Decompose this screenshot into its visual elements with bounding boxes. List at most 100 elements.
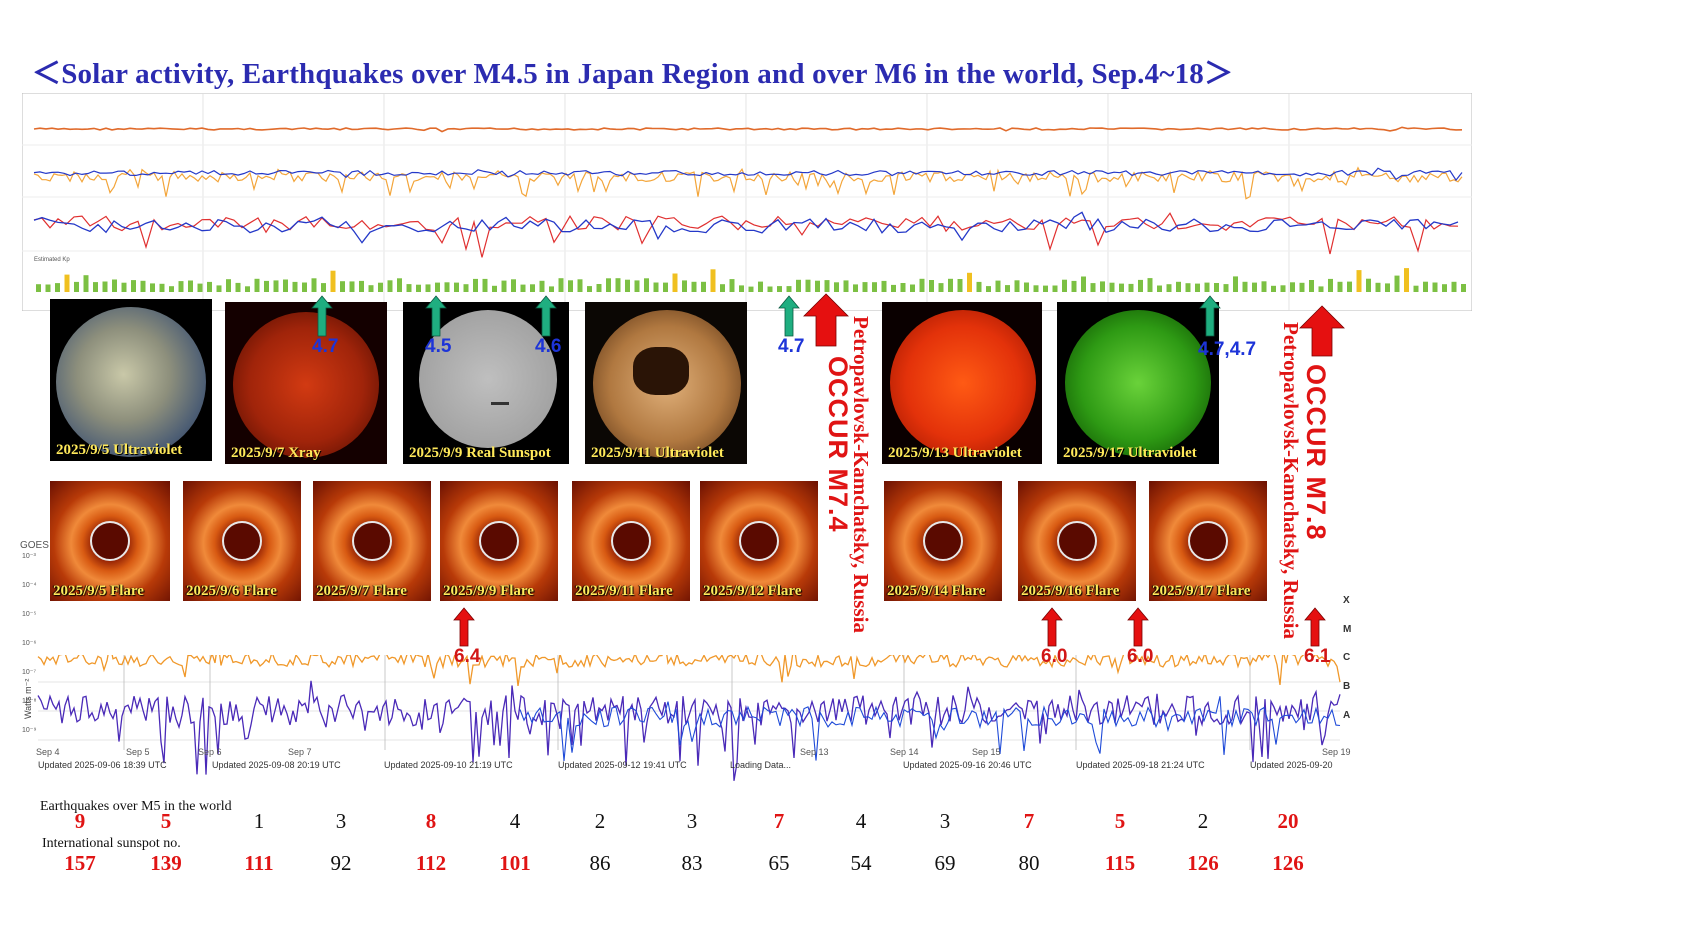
japan-quake-magnitude: 4.6 bbox=[535, 336, 562, 357]
x-tick-label: Sep 5 bbox=[126, 747, 150, 757]
earthquake-count: 9 bbox=[74, 809, 86, 833]
flare-image-label: 2025/9/16 Flare bbox=[1021, 583, 1120, 599]
sunspot-count: 126 bbox=[1187, 851, 1219, 875]
flare-image-label: 2025/9/5 Flare bbox=[53, 583, 144, 599]
chart-title-fragment: GOES bbox=[20, 540, 49, 551]
earthquake-count: 2 bbox=[594, 809, 606, 833]
sun-image-label: 2025/9/5 Ultraviolet bbox=[56, 442, 183, 458]
updated-timestamp: Updated 2025-09-10 21:19 UTC bbox=[384, 760, 513, 770]
page-title: ＜Solar activity, Earthquakes over M4.5 i… bbox=[32, 58, 1234, 90]
x-tick-label: Sep 4 bbox=[36, 747, 60, 757]
x-tick-label: Sep 15 bbox=[972, 747, 1001, 757]
sunspot-count: 54 bbox=[850, 851, 872, 875]
sun-image-6: 2025/9/17 Ultraviolet bbox=[1057, 302, 1219, 464]
y-tick-label: 10⁻³ bbox=[22, 553, 36, 560]
flare-image: 2025/9/7 Flare bbox=[313, 481, 431, 601]
earthquake-count: 2 bbox=[1197, 809, 1209, 833]
updated-timestamp: Updated 2025-09-18 21:24 UTC bbox=[1076, 760, 1205, 770]
sun-image-label: 2025/9/7 Xray bbox=[231, 445, 321, 461]
sun-image-4: 2025/9/11 Ultraviolet bbox=[585, 302, 747, 464]
flare-image: 2025/9/11 Flare bbox=[572, 481, 690, 601]
flare-image-label: 2025/9/11 Flare bbox=[575, 583, 673, 599]
flare-image-label: 2025/9/6 Flare bbox=[186, 583, 277, 599]
sun-image-2: 2025/9/7 Xray bbox=[225, 302, 387, 464]
earthquake-count: 20 bbox=[1277, 809, 1299, 833]
sunspot-count: 126 bbox=[1272, 851, 1304, 875]
sun-image-label: 2025/9/17 Ultraviolet bbox=[1063, 445, 1197, 461]
japan-quake-magnitude: 4.7 bbox=[778, 336, 805, 357]
earthquake-count: 5 bbox=[1114, 809, 1126, 833]
y-tick-label: 10⁻⁶ bbox=[22, 640, 37, 647]
earthquake-count: 4 bbox=[855, 809, 867, 833]
earthquake-count: 3 bbox=[686, 809, 698, 833]
flare-image: 2025/9/16 Flare bbox=[1018, 481, 1136, 601]
flare-class-label: X bbox=[1343, 595, 1350, 606]
flare-image-label: 2025/9/14 Flare bbox=[887, 583, 986, 599]
occulter-disk bbox=[1188, 521, 1228, 561]
earthquake-count: 7 bbox=[773, 809, 785, 833]
sunspot-count: 92 bbox=[330, 851, 352, 875]
sunspot-count: 112 bbox=[415, 851, 447, 875]
earthquake-count: 8 bbox=[425, 809, 437, 833]
flare-class-label: B bbox=[1343, 681, 1351, 692]
x-tick-label: Sep 7 bbox=[288, 747, 312, 757]
sunspot-count: 139 bbox=[150, 851, 182, 875]
x-tick-label: Sep 13 bbox=[800, 747, 829, 757]
sunspot-count: 157 bbox=[64, 851, 96, 875]
flare-image: 2025/9/14 Flare bbox=[884, 481, 1002, 601]
sun-image-label: 2025/9/9 Real Sunspot bbox=[409, 445, 551, 461]
y-tick-label: 10⁻⁵ bbox=[22, 611, 37, 618]
earthquake-count: 3 bbox=[335, 809, 347, 833]
flare-image-label: 2025/9/17 Flare bbox=[1152, 583, 1251, 599]
sunspot-count: 65 bbox=[768, 851, 790, 875]
sun-image-label: 2025/9/13 Ultraviolet bbox=[888, 445, 1022, 461]
sunspot-count: 115 bbox=[1104, 851, 1136, 875]
sunspot-count: 80 bbox=[1018, 851, 1040, 875]
flare-class-label: M bbox=[1343, 624, 1352, 635]
major-event-occur: OCCUR M7.4 bbox=[823, 356, 853, 533]
updated-timestamp: Updated 2025-09-20 bbox=[1250, 760, 1333, 770]
major-event-place: Petropavlovsk-Kamchatsky, Russia bbox=[849, 316, 873, 633]
occulter-disk bbox=[1057, 521, 1097, 561]
y-tick-label: 10⁻⁴ bbox=[22, 582, 37, 589]
y-axis-label: Watts m⁻² bbox=[23, 679, 33, 719]
earthquake-row-label: Earthquakes over M5 in the world bbox=[40, 799, 232, 814]
flare-class-label: A bbox=[1343, 710, 1351, 721]
kp-label: Estimated Kp bbox=[34, 257, 70, 263]
sunspot-count: 69 bbox=[934, 851, 956, 875]
world-quake-magnitude: 6.1 bbox=[1304, 646, 1331, 667]
japan-quake-magnitude: 4.7 bbox=[312, 336, 339, 357]
major-event-occur: OCCUR M7.8 bbox=[1301, 364, 1331, 541]
updated-timestamp: Updated 2025-09-08 20:19 UTC bbox=[212, 760, 341, 770]
world-quake-magnitude: 6.0 bbox=[1041, 646, 1068, 667]
earthquake-count: 1 bbox=[253, 809, 265, 833]
sun-image-5: 2025/9/13 Ultraviolet bbox=[882, 302, 1042, 464]
updated-timestamp: Updated 2025-09-12 19:41 UTC bbox=[558, 760, 687, 770]
sunspot-count: 86 bbox=[589, 851, 611, 875]
earthquake-count: 3 bbox=[939, 809, 951, 833]
flare-image-label: 2025/9/7 Flare bbox=[316, 583, 407, 599]
updated-timestamp: Updated 2025-09-16 20:46 UTC bbox=[903, 760, 1032, 770]
flare-image: 2025/9/17 Flare bbox=[1149, 481, 1267, 601]
updated-timestamp: Updated 2025-09-06 18:39 UTC bbox=[38, 760, 167, 770]
flare-image-label: 2025/9/12 Flare bbox=[703, 583, 802, 599]
sunspot-count: 111 bbox=[244, 851, 274, 875]
sun-image-label: 2025/9/11 Ultraviolet bbox=[591, 445, 724, 461]
sun-image-3: 2025/9/9 Real Sunspot bbox=[403, 302, 569, 464]
sun-image-1: 2025/9/5 Ultraviolet bbox=[50, 299, 212, 461]
flare-image-label: 2025/9/9 Flare bbox=[443, 583, 534, 599]
updated-timestamp: Loading Data... bbox=[730, 760, 792, 770]
flare-image: 2025/9/9 Flare bbox=[440, 481, 558, 601]
x-tick-label: Sep 19 bbox=[1322, 747, 1351, 757]
flare-image: 2025/9/5 Flare bbox=[50, 481, 170, 601]
japan-quake-magnitude: 4.7,4.7 bbox=[1198, 339, 1257, 360]
occulter-disk bbox=[479, 521, 519, 561]
flare-image: 2025/9/12 Flare bbox=[700, 481, 818, 601]
sunspot-count: 101 bbox=[499, 851, 531, 875]
y-tick-label: 10⁻⁷ bbox=[22, 669, 37, 676]
flare-image: 2025/9/6 Flare bbox=[183, 481, 301, 601]
world-quake-magnitude: 6.0 bbox=[1127, 646, 1154, 667]
occulter-disk bbox=[611, 521, 651, 561]
world-quake-magnitude: 6.4 bbox=[454, 646, 481, 667]
sunspot-row-label: International sunspot no. bbox=[42, 836, 181, 851]
